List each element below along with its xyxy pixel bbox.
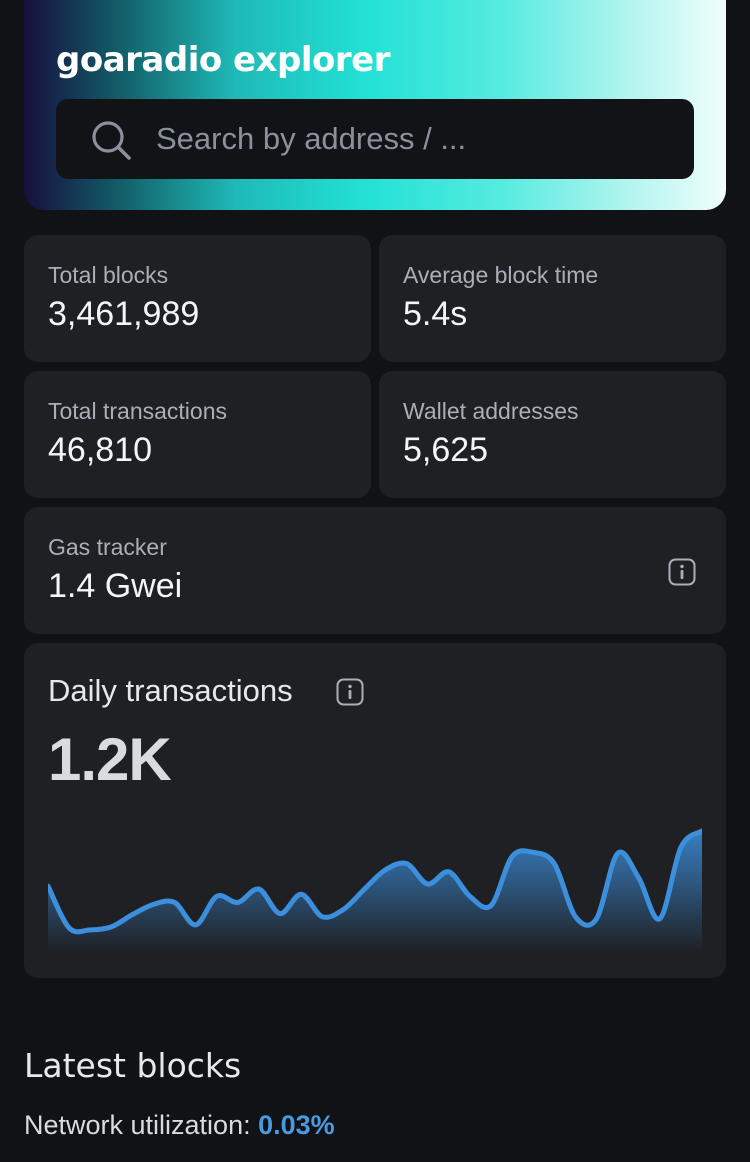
stat-label: Total transactions bbox=[48, 398, 227, 424]
stat-card-average-block-time: Average block time 5.4s bbox=[379, 235, 726, 362]
explorer-title: goaradio explorer bbox=[56, 40, 390, 80]
daily-transactions-title: Daily transactions bbox=[48, 673, 293, 708]
search-input[interactable] bbox=[156, 99, 676, 179]
network-utilization: Network utilization: 0.03% bbox=[24, 1110, 335, 1141]
stat-value: 5.4s bbox=[403, 295, 468, 333]
chart-area bbox=[48, 831, 702, 951]
stat-label: Average block time bbox=[403, 262, 599, 288]
stat-value: 3,461,989 bbox=[48, 295, 200, 333]
daily-transactions-chart bbox=[48, 828, 702, 951]
daily-transactions-card: Daily transactions 1.2K bbox=[24, 643, 726, 978]
stat-card-total-transactions: Total transactions 46,810 bbox=[24, 371, 371, 498]
info-icon[interactable] bbox=[336, 678, 364, 706]
gas-label: Gas tracker bbox=[48, 534, 167, 560]
info-icon[interactable] bbox=[668, 558, 696, 586]
stat-value: 5,625 bbox=[403, 431, 489, 469]
latest-blocks-title: Latest blocks bbox=[24, 1046, 242, 1085]
stat-label: Total blocks bbox=[48, 262, 169, 288]
gas-tracker-card: Gas tracker 1.4 Gwei bbox=[24, 507, 726, 634]
stat-card-total-blocks: Total blocks 3,461,989 bbox=[24, 235, 371, 362]
stat-card-wallet-addresses: Wallet addresses 5,625 bbox=[379, 371, 726, 498]
daily-transactions-value: 1.2K bbox=[48, 726, 172, 793]
network-utilization-label: Network utilization: bbox=[24, 1110, 251, 1140]
network-utilization-value: 0.03% bbox=[258, 1110, 335, 1140]
gas-value: 1.4 Gwei bbox=[48, 567, 183, 605]
stat-value: 46,810 bbox=[48, 431, 152, 469]
hero-banner: goaradio explorer bbox=[24, 0, 726, 210]
stat-label: Wallet addresses bbox=[403, 398, 579, 424]
chart-line bbox=[48, 828, 702, 935]
search-icon bbox=[92, 121, 131, 160]
search-bar[interactable] bbox=[56, 99, 694, 179]
